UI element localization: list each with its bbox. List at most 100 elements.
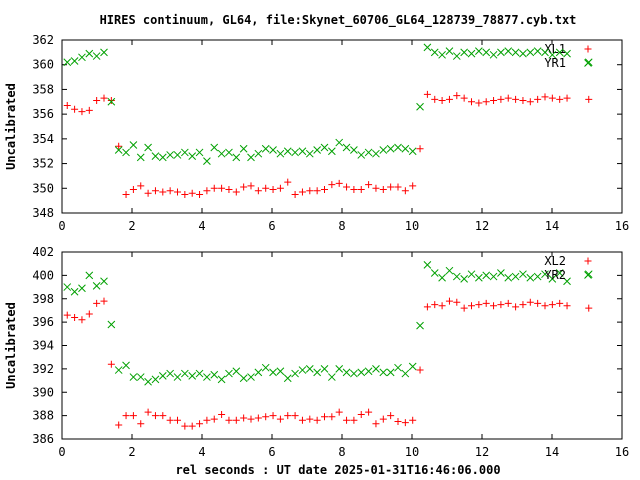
y-tick-label: 394 <box>32 339 54 353</box>
data-point <box>298 366 307 374</box>
data-point <box>276 415 284 423</box>
x-tick-label: 8 <box>338 219 345 233</box>
data-point <box>93 97 101 105</box>
data-point <box>114 366 123 374</box>
data-point <box>482 299 490 307</box>
data-point <box>534 299 542 307</box>
data-point <box>129 186 137 194</box>
data-point <box>585 95 593 103</box>
data-point <box>225 416 233 424</box>
data-point <box>365 181 373 189</box>
data-point <box>445 95 453 103</box>
y-tick-label: 348 <box>32 206 54 220</box>
data-point <box>269 146 277 154</box>
y-tick-label: 388 <box>32 409 54 423</box>
data-point <box>423 303 431 311</box>
legend-label: YR1 <box>544 56 566 70</box>
data-point <box>327 373 336 381</box>
data-point <box>379 415 387 423</box>
x-tick-label: 10 <box>405 445 419 459</box>
data-point <box>283 147 292 156</box>
y-tick-label: 400 <box>32 268 54 282</box>
series-YR2 <box>63 261 593 386</box>
data-point <box>203 187 211 195</box>
plot-frame <box>61 251 623 440</box>
data-point <box>394 417 402 425</box>
data-point <box>107 97 115 105</box>
y-tick-label: 386 <box>32 432 54 446</box>
data-point <box>519 49 527 58</box>
data-point <box>409 416 417 424</box>
data-point <box>320 143 329 152</box>
data-point <box>269 368 277 377</box>
data-point <box>541 93 549 101</box>
x-tick-label: 0 <box>58 445 65 459</box>
data-point <box>305 149 314 158</box>
data-point <box>276 184 284 192</box>
data-point <box>225 369 233 378</box>
data-point <box>460 275 469 283</box>
data-point <box>519 301 527 309</box>
data-point <box>195 148 204 157</box>
series-XL2 <box>63 297 593 430</box>
data-point <box>343 416 351 424</box>
data-point <box>210 143 219 152</box>
x-tick-label: 14 <box>545 445 559 459</box>
chart-title: HIRES continuum, GL64, file:Skynet_60706… <box>100 13 577 28</box>
data-point <box>585 304 593 312</box>
data-point <box>526 298 534 306</box>
data-point <box>320 365 329 373</box>
data-point <box>210 370 219 379</box>
data-point <box>70 287 79 296</box>
data-point <box>203 416 211 424</box>
data-point <box>115 421 123 429</box>
data-point <box>526 98 534 106</box>
plot-frame <box>61 39 623 214</box>
legend-marker <box>584 45 592 53</box>
data-point <box>159 412 167 420</box>
data-point <box>107 360 115 368</box>
data-point <box>306 187 314 195</box>
data-point <box>218 184 226 192</box>
data-point <box>100 48 108 57</box>
data-point <box>452 272 461 281</box>
data-point <box>416 102 424 111</box>
data-point <box>556 95 564 103</box>
data-point <box>92 52 101 60</box>
data-point <box>151 187 159 195</box>
data-point <box>328 413 336 421</box>
data-point <box>453 298 461 306</box>
legend-label: XL2 <box>544 254 566 268</box>
data-point <box>357 368 366 377</box>
data-point <box>490 302 498 310</box>
data-point <box>563 49 571 58</box>
data-point <box>519 97 527 105</box>
data-point <box>70 57 79 65</box>
data-point <box>563 277 571 286</box>
data-point <box>445 47 454 55</box>
data-point <box>129 141 138 149</box>
data-point <box>180 369 189 378</box>
data-point <box>181 422 189 430</box>
data-point <box>453 92 461 100</box>
data-point <box>210 415 218 423</box>
data-point <box>475 99 483 107</box>
data-point <box>379 368 388 377</box>
data-point <box>511 48 520 57</box>
data-point <box>394 183 402 191</box>
y-axis-label: Uncalibrated <box>4 302 18 389</box>
data-point <box>240 414 248 422</box>
data-point <box>423 261 432 269</box>
x-tick-label: 0 <box>58 219 65 233</box>
data-point <box>534 95 542 103</box>
data-point <box>291 412 299 420</box>
data-point <box>416 145 424 153</box>
data-point <box>555 48 564 57</box>
data-point <box>78 316 86 324</box>
x-tick-label: 4 <box>198 219 205 233</box>
data-point <box>122 361 130 370</box>
data-point <box>556 299 564 307</box>
data-point <box>100 94 108 102</box>
data-point <box>438 97 446 105</box>
